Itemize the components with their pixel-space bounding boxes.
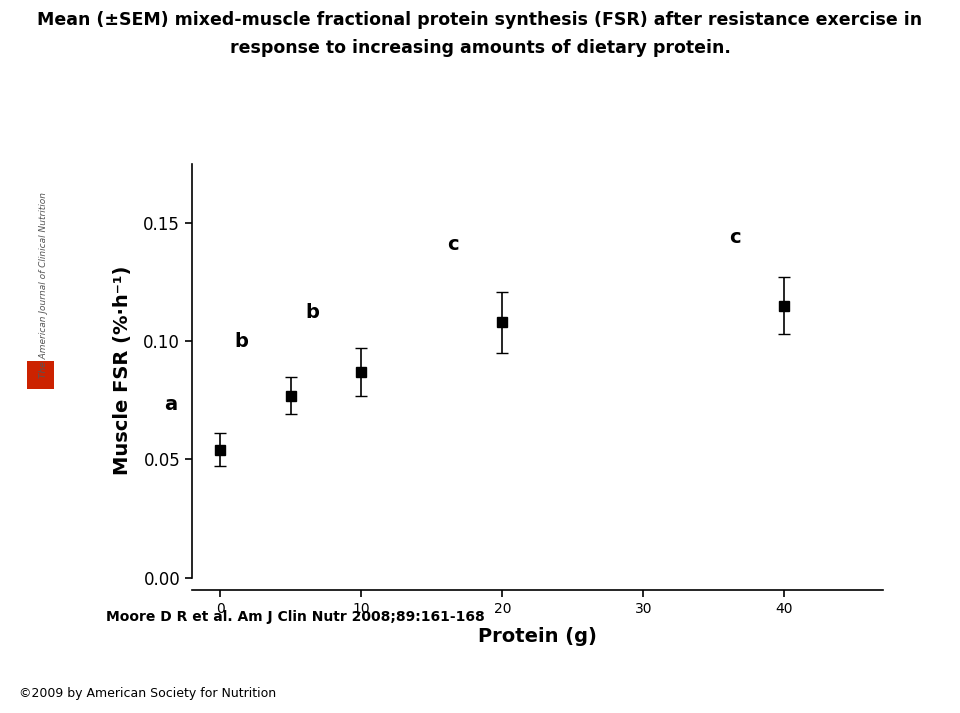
Text: c: c [447,235,459,254]
Text: b: b [305,303,319,322]
Text: response to increasing amounts of dietary protein.: response to increasing amounts of dietar… [229,39,731,57]
Text: The American Journal of Clinical Nutrition: The American Journal of Clinical Nutriti… [38,193,48,378]
Text: a: a [164,396,178,414]
Text: c: c [730,227,741,247]
Text: b: b [234,332,249,351]
Text: Moore D R et al. Am J Clin Nutr 2008;89:161-168: Moore D R et al. Am J Clin Nutr 2008;89:… [106,610,485,624]
Text: Mean (±SEM) mixed-muscle fractional protein synthesis (FSR) after resistance exe: Mean (±SEM) mixed-muscle fractional prot… [37,11,923,29]
Text: ©2009 by American Society for Nutrition: ©2009 by American Society for Nutrition [19,687,276,700]
X-axis label: Protein (g): Protein (g) [478,627,597,646]
Y-axis label: Muscle FSR (%·h⁻¹): Muscle FSR (%·h⁻¹) [113,266,132,476]
